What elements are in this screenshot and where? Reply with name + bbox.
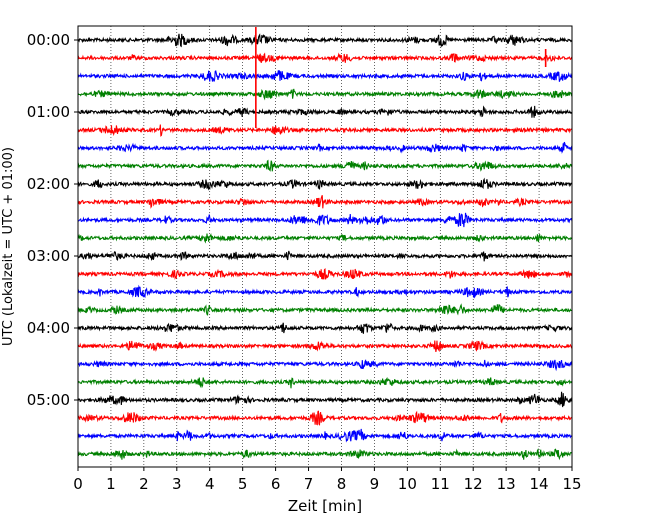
trace-0330 — [77, 284, 573, 299]
trace-0100 — [77, 105, 573, 118]
x-tick-label: 0 — [73, 475, 83, 493]
x-tick-label: 2 — [139, 475, 149, 493]
trace-0500 — [77, 391, 573, 408]
trace-0300 — [77, 250, 573, 262]
trace-0115 — [77, 124, 573, 137]
traces — [77, 33, 573, 461]
trace-0530 — [77, 428, 573, 443]
x-axis-ticks: 0 1 2 3 4 5 6 7 8 9 10 11 12 13 14 15 — [73, 467, 582, 493]
trace-0215 — [77, 195, 573, 209]
trace-0430 — [77, 359, 573, 372]
x-tick-label: 14 — [530, 475, 549, 493]
trace-0245 — [77, 233, 573, 244]
plot-frame — [77, 25, 573, 468]
trace-0445 — [77, 376, 573, 389]
x-tick-label: 1 — [106, 475, 116, 493]
x-tick-label: 6 — [271, 475, 281, 493]
x-tick-label: 4 — [205, 475, 215, 493]
trace-0515 — [77, 410, 573, 426]
x-tick-label: 7 — [304, 475, 314, 493]
y-axis-ticks: 00:00 01:00 02:00 03:00 04:00 05:00 — [27, 31, 78, 409]
y-axis-label: UTC (Lokalzeit = UTC + 01:00) — [1, 147, 16, 346]
trace-0545 — [77, 447, 573, 461]
trace-0415 — [77, 339, 573, 353]
x-tick-label: 9 — [370, 475, 380, 493]
trace-0315 — [77, 267, 573, 280]
x-tick-label: 13 — [497, 475, 516, 493]
trace-0015 — [77, 52, 573, 64]
trace-0345 — [77, 303, 573, 316]
trace-0230 — [77, 212, 573, 228]
y-tick-label: 01:00 — [27, 103, 70, 121]
x-tick-label: 11 — [431, 475, 450, 493]
x-tick-label: 8 — [337, 475, 347, 493]
x-tick-label: 10 — [398, 475, 417, 493]
y-tick-label: 04:00 — [27, 319, 70, 337]
x-tick-label: 12 — [464, 475, 483, 493]
trace-0000 — [77, 33, 573, 48]
x-tick-label: 15 — [562, 475, 581, 493]
trace-0400 — [77, 322, 573, 334]
trace-0130 — [77, 141, 573, 154]
x-axis-label: Zeit [min] — [288, 497, 362, 515]
x-tick-label: 3 — [172, 475, 182, 493]
trace-0045 — [77, 88, 573, 101]
x-tick-label: 5 — [238, 475, 248, 493]
y-tick-label: 02:00 — [27, 175, 70, 193]
trace-0145 — [77, 159, 573, 172]
events — [255, 27, 547, 128]
y-tick-label: 00:00 — [27, 31, 70, 49]
y-tick-label: 05:00 — [27, 391, 70, 409]
trace-0200 — [77, 177, 573, 191]
trace-0030 — [77, 70, 573, 82]
y-tick-label: 03:00 — [27, 247, 70, 265]
